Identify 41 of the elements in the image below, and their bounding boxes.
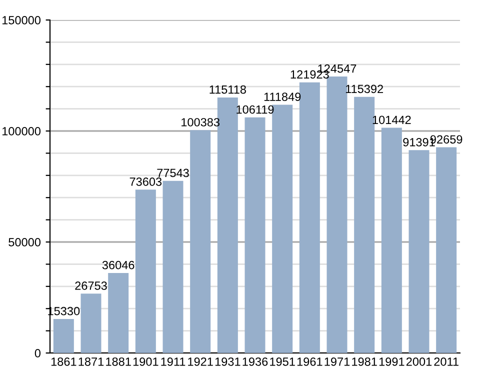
- bar: [53, 318, 74, 353]
- bar: [135, 190, 156, 353]
- bar: [272, 104, 293, 353]
- y-tick-label: 50000: [8, 238, 41, 246]
- data-label: 77543: [157, 168, 189, 178]
- x-tick-label: 1951: [270, 357, 295, 366]
- x-tick-label: 1881: [106, 357, 131, 366]
- bar: [244, 117, 266, 353]
- data-label: 36046: [102, 260, 134, 270]
- bar: [108, 272, 129, 353]
- x-tick-label: 1911: [161, 357, 186, 366]
- x-tick-label: 1971: [324, 357, 350, 366]
- x-tick-label: 1981: [352, 357, 377, 366]
- bar: [408, 150, 430, 353]
- data-label: 115118: [210, 85, 246, 94]
- data-label: 111849: [264, 92, 301, 101]
- data-label: 101442: [372, 116, 411, 124]
- bar: [299, 82, 320, 353]
- bar: [436, 147, 457, 353]
- x-tick-label: 1921: [188, 357, 213, 366]
- bar: [190, 130, 211, 353]
- x-tick-label: 1931: [215, 357, 240, 366]
- data-label: 73603: [130, 178, 162, 186]
- x-tick-label: 1871: [78, 357, 104, 366]
- y-tick-label: 100000: [2, 127, 41, 136]
- x-tick-label: 1991: [379, 357, 404, 366]
- x-tick-label: 1861: [51, 357, 76, 366]
- x-tick-label: 1936: [242, 357, 268, 366]
- y-tick-label: 0: [34, 349, 41, 358]
- data-label: 100383: [182, 118, 220, 126]
- x-tick-label: 2001: [406, 357, 432, 366]
- y-tick-label: 150000: [2, 16, 41, 24]
- x-tick-label: 1961: [297, 357, 322, 366]
- bar: [381, 128, 402, 353]
- bar: [162, 180, 184, 353]
- data-label: 106119: [236, 105, 274, 114]
- bar: [80, 294, 102, 353]
- data-label: 115392: [346, 84, 384, 94]
- data-label: 26753: [75, 282, 107, 290]
- x-tick-label: 1901: [133, 357, 158, 366]
- x-tick-label: 2011: [434, 357, 458, 366]
